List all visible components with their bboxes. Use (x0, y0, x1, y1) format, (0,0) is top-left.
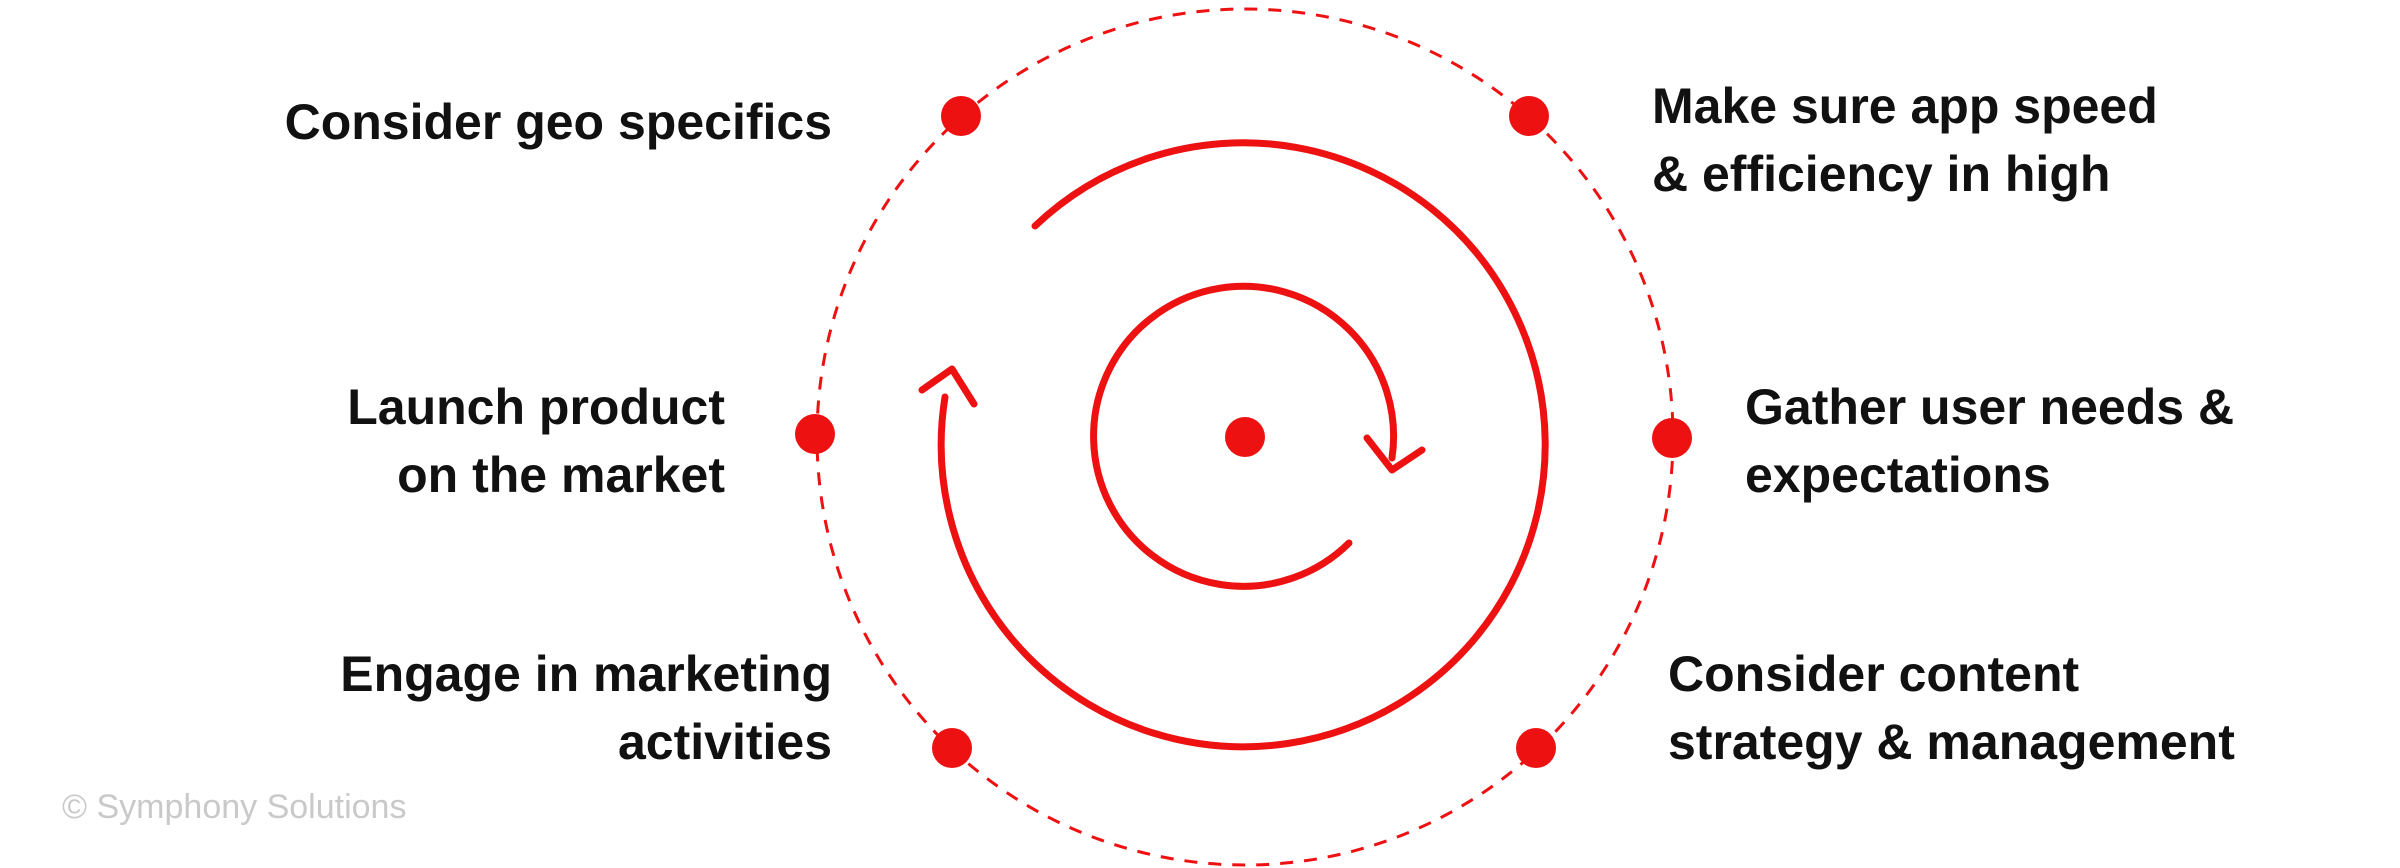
step-label-line: & efficiency in high (1652, 146, 2111, 202)
node-dot-top-right (1509, 96, 1549, 136)
node-dot-mid-left (795, 414, 835, 454)
step-label-line: Consider content (1668, 646, 2080, 702)
step-label-line: Consider geo specifics (284, 94, 832, 150)
inner-cycle-arrow (1090, 282, 1398, 590)
node-dot-top-left (941, 96, 981, 136)
step-label-bottom-left: Engage in marketing activities (340, 640, 832, 776)
copyright-text: © Symphony Solutions (62, 788, 407, 826)
node-dot-bottom-left (932, 728, 972, 768)
step-label-bottom-right: Consider content strategy & management (1668, 640, 2235, 776)
center-dot (1225, 417, 1265, 457)
outer-cycle-arrow (937, 139, 1549, 751)
step-label-line: Engage in marketing (340, 646, 832, 702)
node-dot-bottom-right (1516, 728, 1556, 768)
step-label-mid-right: Gather user needs & expectations (1745, 373, 2234, 509)
inner-cycle-arrowhead-icon (1363, 434, 1426, 474)
outer-cycle-arrowhead-icon (918, 365, 978, 408)
step-label-line: on the market (397, 447, 725, 503)
step-label-line: activities (617, 714, 832, 770)
step-label-line: expectations (1745, 447, 2051, 503)
step-label-line: Make sure app speed (1652, 78, 2158, 134)
node-dot-mid-right (1652, 418, 1692, 458)
step-label-line: Launch product (347, 379, 725, 435)
step-label-line: Gather user needs & (1745, 379, 2235, 435)
step-label-top-left: Consider geo specifics (285, 88, 832, 156)
step-label-top-right: Make sure app speed & efficiency in high (1652, 72, 2158, 208)
step-label-mid-left: Launch product on the market (347, 373, 725, 509)
step-label-line: strategy & management (1668, 714, 2235, 770)
